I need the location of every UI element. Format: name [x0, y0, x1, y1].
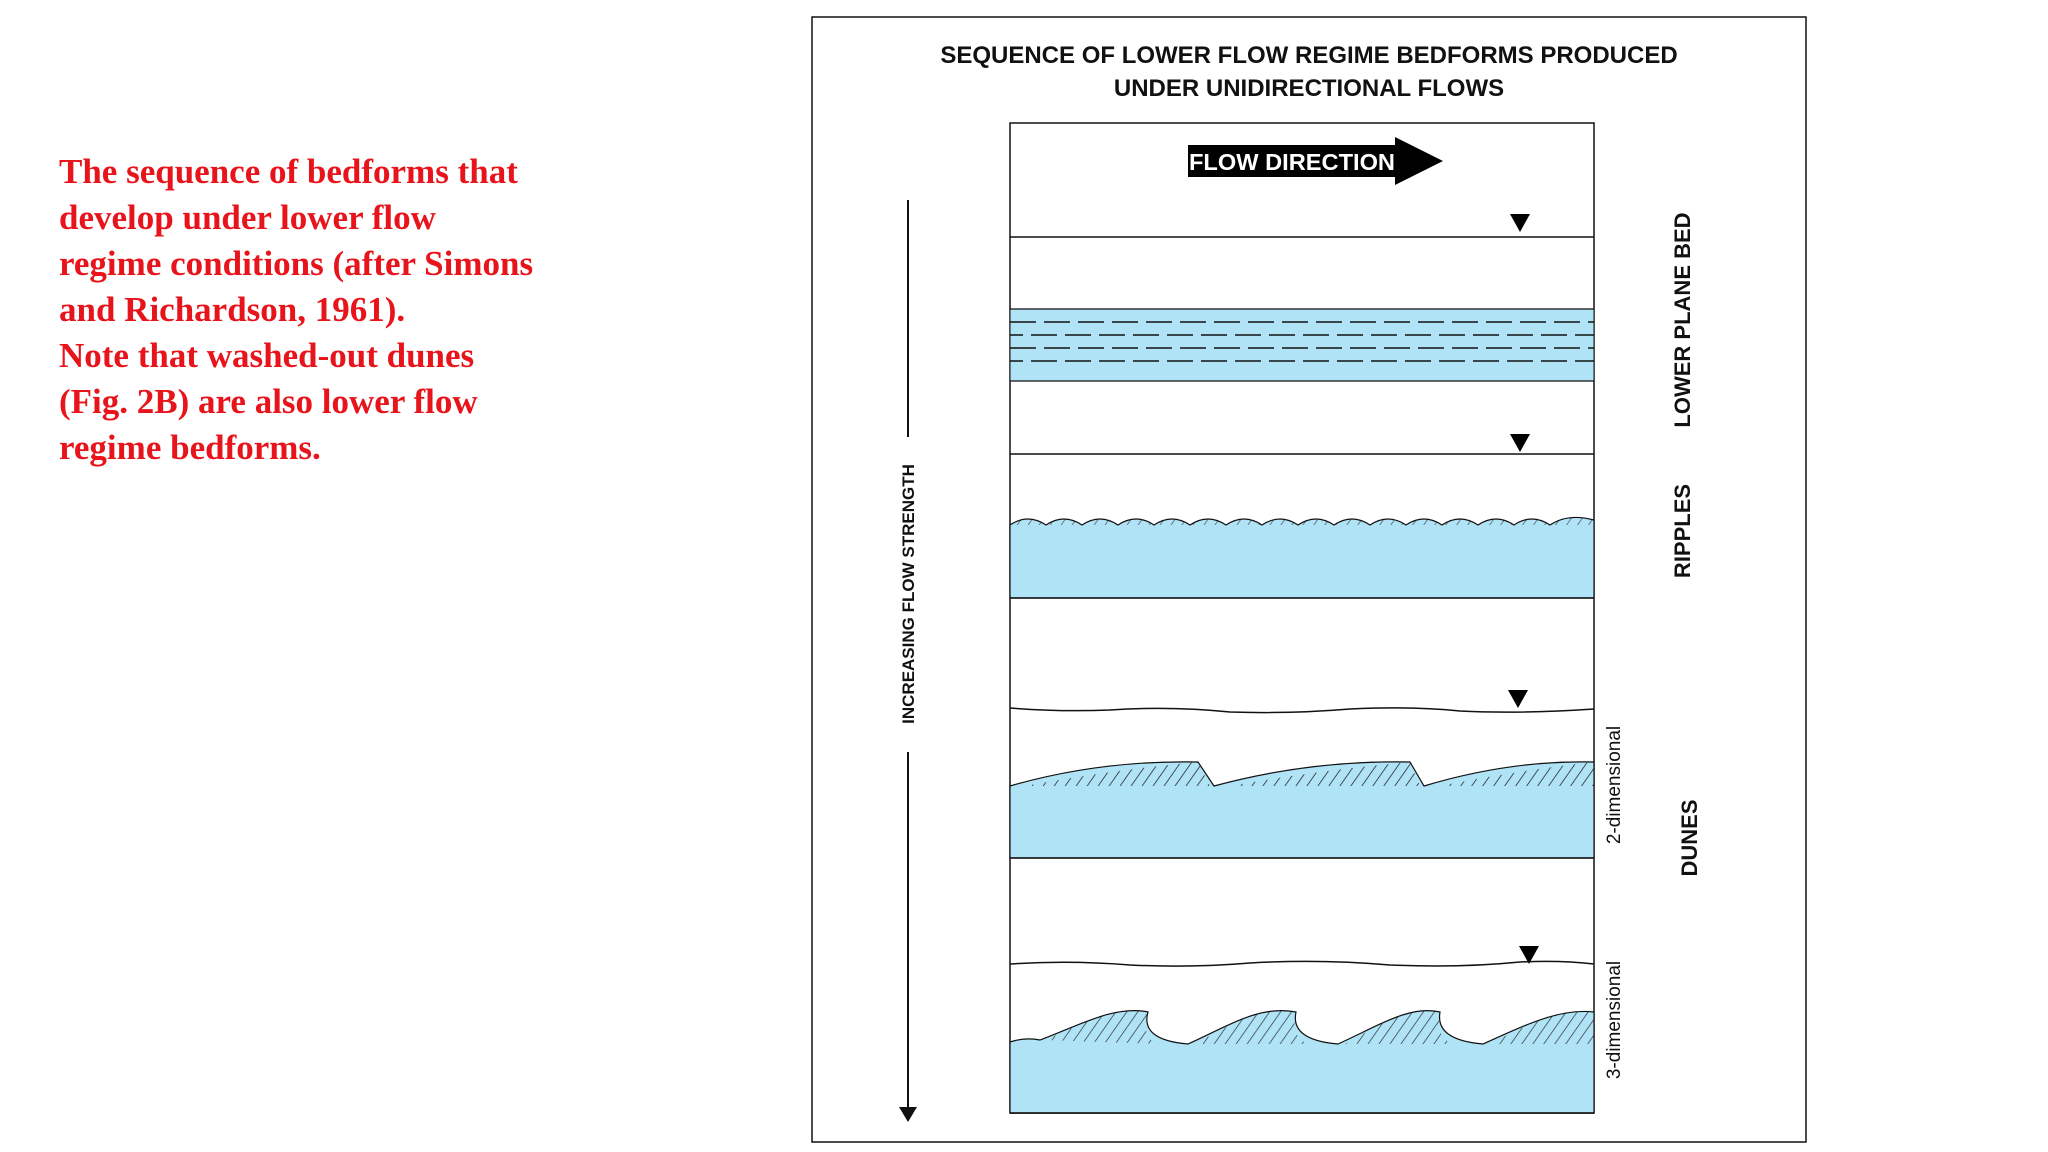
label-2-dimensional: 2-dimensional [1604, 726, 1625, 844]
caption-line: regime bedforms. [59, 428, 321, 467]
panel-ripples [1009, 434, 1595, 599]
flow-strength-label: INCREASING FLOW STRENGTH [899, 464, 918, 724]
caption-line: The sequence of bedforms that [59, 152, 518, 191]
water-level-marker [1508, 690, 1528, 708]
water-surface [1009, 960, 1595, 967]
caption-line: and Richardson, 1961). [59, 290, 406, 329]
caption-line: Note that washed-out dunes [59, 336, 475, 375]
panel-2d-dunes [1009, 690, 1595, 859]
ripple-crest-hatching [1010, 517, 1594, 525]
water-level-marker [1510, 214, 1530, 232]
dune-3d-foreset-hatching [1045, 1010, 1594, 1044]
panel-3d-dunes [1009, 946, 1595, 1114]
flow-direction-arrow: FLOW DIRECTION [1188, 137, 1443, 185]
figure-title-line2: UNDER UNIDIRECTIONAL FLOWS [1114, 75, 1504, 102]
caption-line: develop under lower flow [59, 198, 436, 237]
caption-text-block: The sequence of bedforms that develop un… [59, 149, 619, 471]
figure-title-line1: SEQUENCE OF LOWER FLOW REGIME BEDFORMS P… [940, 42, 1677, 69]
label-ripples: RIPPLES [1670, 484, 1695, 578]
water-level-marker [1519, 946, 1539, 964]
flow-direction-label: FLOW DIRECTION [1189, 149, 1395, 175]
ripple-sediment [1009, 516, 1595, 599]
caption-line: (Fig. 2B) are also lower flow [59, 382, 478, 421]
water-surface [1009, 707, 1595, 714]
sediment-layer [1009, 308, 1595, 382]
label-dunes: DUNES [1677, 799, 1702, 876]
dune-2d-foreset-hatching [1025, 762, 1594, 786]
label-3-dimensional: 3-dimensional [1604, 961, 1625, 1079]
panel-lower-plane-bed [1009, 214, 1595, 382]
figure-frame [811, 16, 1807, 1143]
label-lower-plane-bed: LOWER PLANE BED [1670, 212, 1695, 427]
flow-strength-axis: INCREASING FLOW STRENGTH [899, 200, 918, 1122]
caption-line: regime conditions (after Simons [59, 244, 534, 283]
diagram-box [1009, 122, 1595, 1114]
water-level-marker [1510, 434, 1530, 452]
